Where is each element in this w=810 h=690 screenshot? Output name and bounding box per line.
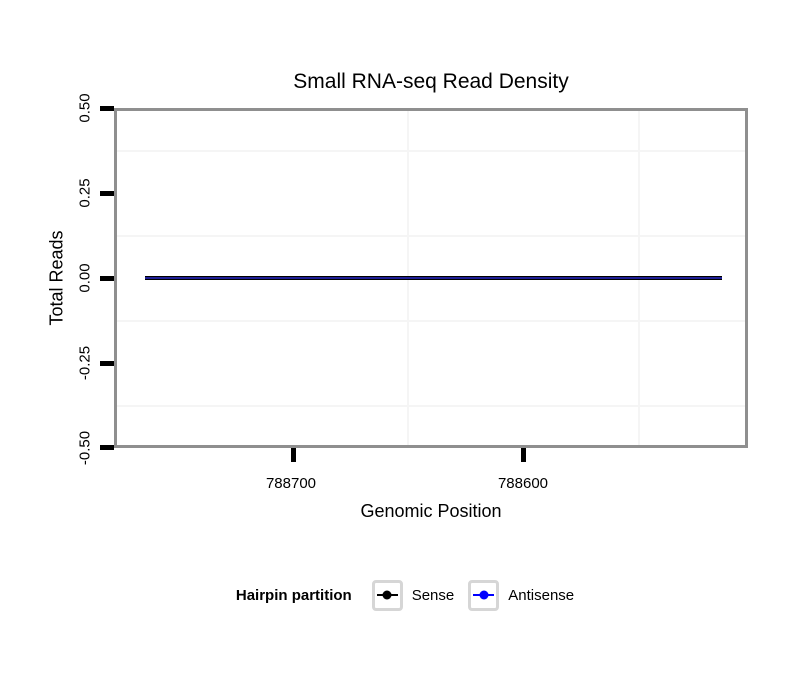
y-axis-tick bbox=[100, 445, 114, 450]
legend-entry-sense: Sense bbox=[371, 579, 455, 611]
x-tick-label: 788600 bbox=[497, 475, 549, 492]
y-axis-tick bbox=[100, 276, 114, 281]
legend-label-antisense: Antisense bbox=[508, 586, 575, 604]
legend-key-box bbox=[371, 579, 403, 611]
legend-key-box bbox=[468, 579, 500, 611]
legend-label-sense: Sense bbox=[411, 586, 455, 604]
y-tick-label: -0.50 bbox=[76, 430, 94, 466]
y-tick-label: 0.00 bbox=[76, 263, 94, 293]
minor-gridline-horizontal bbox=[117, 320, 745, 322]
plot-panel bbox=[114, 108, 748, 448]
read-density-line bbox=[145, 276, 722, 280]
x-axis-tick bbox=[291, 448, 296, 462]
y-axis-tick bbox=[100, 191, 114, 196]
minor-gridline-horizontal bbox=[117, 235, 745, 237]
y-axis-tick bbox=[100, 361, 114, 366]
x-axis-tick bbox=[521, 448, 526, 462]
antisense-point-icon bbox=[479, 590, 489, 600]
legend-title: Hairpin partition bbox=[235, 586, 352, 604]
y-axis-title: Total Reads bbox=[46, 230, 67, 326]
y-tick-label: 0.50 bbox=[76, 93, 94, 123]
legend: Hairpin partition Sense Antisense bbox=[0, 579, 810, 611]
y-tick-label: 0.25 bbox=[76, 178, 94, 208]
y-tick-label: -0.25 bbox=[76, 345, 94, 381]
minor-gridline-horizontal bbox=[117, 405, 745, 407]
plot-title: Small RNA-seq Read Density bbox=[293, 70, 569, 93]
sense-point-icon bbox=[382, 590, 392, 600]
x-axis-title: Genomic Position bbox=[360, 501, 502, 521]
y-axis-tick bbox=[100, 106, 114, 111]
minor-gridline-horizontal bbox=[117, 150, 745, 152]
x-tick-label: 788700 bbox=[265, 475, 317, 492]
legend-entry-antisense: Antisense bbox=[468, 579, 575, 611]
